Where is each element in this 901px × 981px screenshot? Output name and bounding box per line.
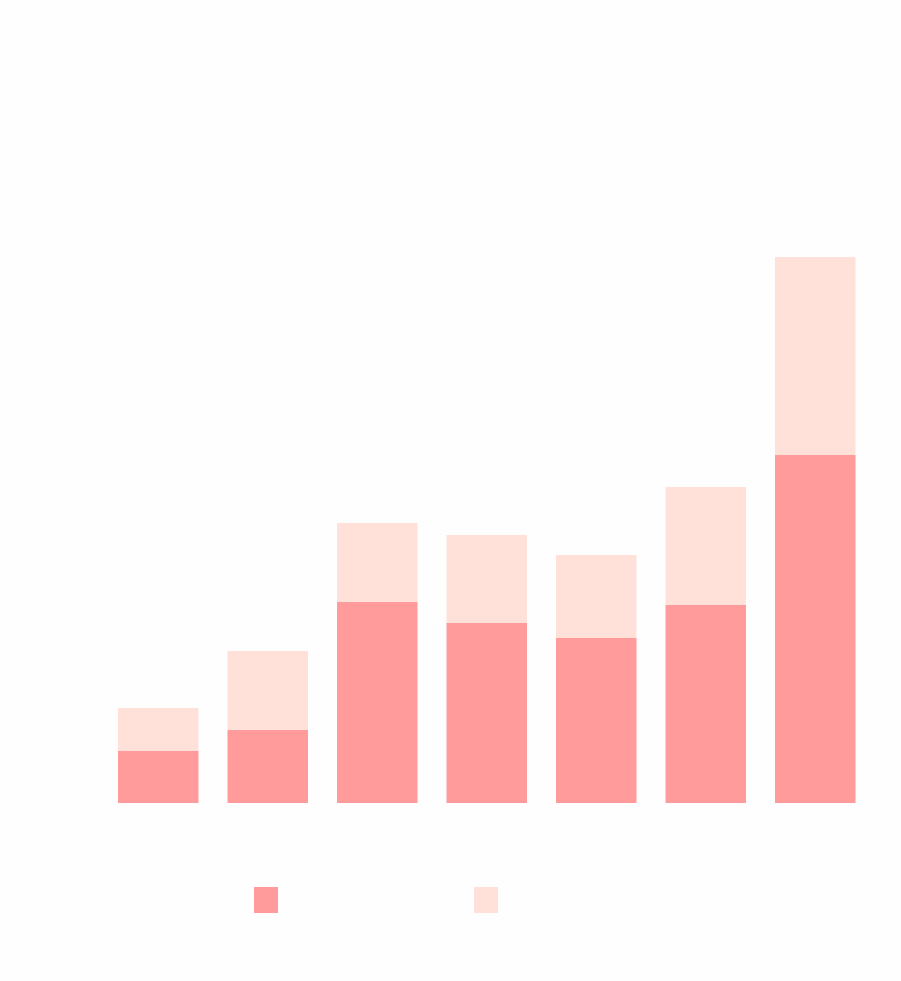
- bar-3-series-2: [337, 523, 418, 602]
- bars-group: [118, 257, 856, 803]
- bar-5-series-1: [556, 638, 637, 803]
- bar-1-series-2: [118, 708, 199, 751]
- legend: [254, 887, 498, 913]
- bar-6-series-2: [665, 487, 746, 605]
- legend-swatch-series-1: [254, 887, 278, 913]
- bar-6-series-1: [665, 605, 746, 803]
- bar-4-series-1: [446, 623, 527, 803]
- bar-2-series-2: [227, 651, 308, 730]
- bar-4-series-2: [446, 535, 527, 623]
- bar-7-series-1: [775, 455, 856, 803]
- bar-7-series-2: [775, 257, 856, 455]
- bar-5-series-2: [556, 555, 637, 638]
- bar-3-series-1: [337, 602, 418, 803]
- bar-2-series-1: [227, 730, 308, 803]
- bar-1-series-1: [118, 751, 199, 803]
- legend-swatch-series-2: [474, 887, 498, 913]
